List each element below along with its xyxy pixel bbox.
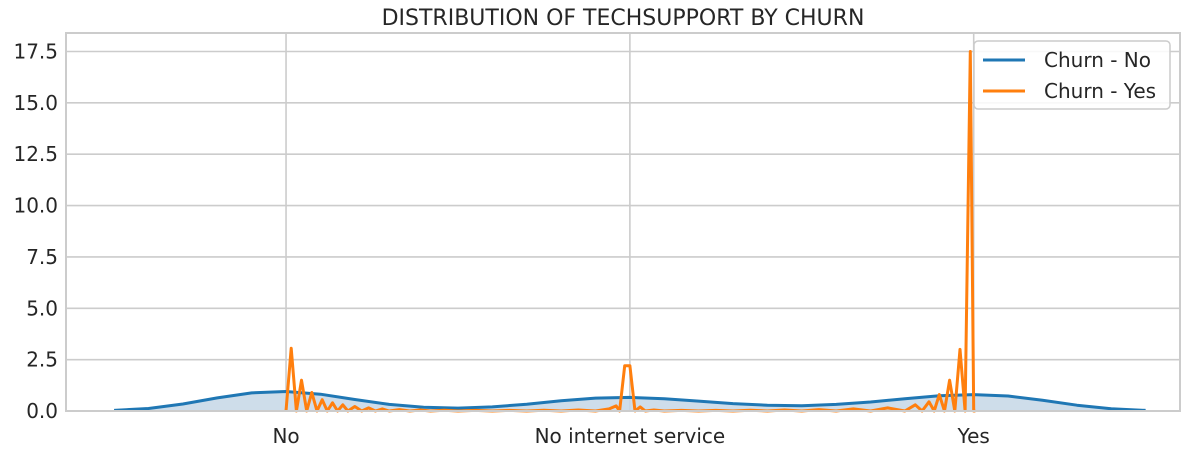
plot-frame <box>65 32 1181 412</box>
y-tick-label: 12.5 <box>13 142 58 166</box>
y-tick-label: 10.0 <box>13 194 58 218</box>
y-tick-label: 15.0 <box>13 91 58 115</box>
x-tick-label: No <box>272 424 299 448</box>
y-tick-label: 0.0 <box>26 399 58 423</box>
y-tick-label: 17.5 <box>13 39 58 63</box>
chart-title: DISTRIBUTION OF TECHSUPPORT BY CHURN <box>382 6 865 31</box>
x-tick-label: Yes <box>957 424 990 448</box>
x-tick-label: No internet service <box>535 424 726 448</box>
legend: Churn - No Churn - Yes <box>973 40 1171 110</box>
y-tick-label: 7.5 <box>26 245 58 269</box>
axes: 0.0 2.5 5.0 7.5 10.0 12.5 15.0 17.5 No No interne… <box>13 32 1181 448</box>
series-layer <box>114 50 1146 413</box>
series-line-churn-yes <box>284 50 976 413</box>
series-area-churn-no <box>114 391 1146 411</box>
y-tick-label: 2.5 <box>26 348 58 372</box>
legend-label: Churn - No <box>1044 48 1151 72</box>
legend-label: Churn - Yes <box>1044 79 1156 103</box>
y-tick-label: 5.0 <box>26 296 58 320</box>
